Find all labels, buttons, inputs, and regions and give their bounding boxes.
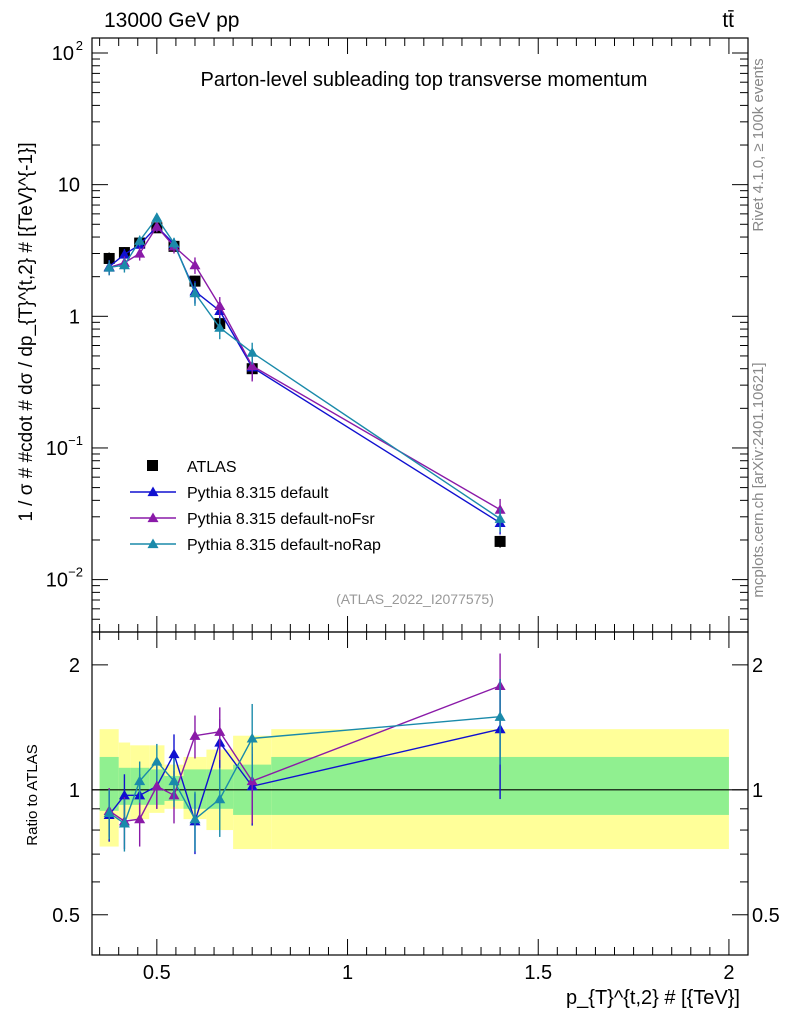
ratio-point: [103, 807, 115, 817]
y-tick-label: 10: [46, 570, 68, 592]
ratio-point: [168, 775, 180, 786]
ratio-y-tick-label-right: 0.5: [752, 905, 780, 927]
legend-marker: [147, 538, 159, 549]
legend-label: Pythia 8.315 default: [187, 485, 329, 502]
y-tick-exponent: −1: [68, 433, 83, 448]
legend-label: Pythia 8.315 default-noRap: [187, 537, 381, 554]
ratio-point: [189, 813, 201, 824]
data-point: [103, 252, 115, 264]
ratio-y-tick-label-right: 2: [752, 655, 763, 677]
data-point: [134, 247, 146, 258]
data-point: [494, 535, 506, 547]
y-tick-label: 10: [58, 175, 80, 197]
x-axis-label: p_{T}^{t,2} # [{TeV}]: [566, 987, 740, 1009]
analysis-id: (ATLAS_2022_I2077575): [336, 591, 494, 607]
ratio-y-tick-label: 0.5: [52, 905, 80, 927]
ratio-point: [151, 756, 163, 766]
data-point: [151, 212, 163, 222]
series-3: [103, 212, 506, 532]
series-line-2: [108, 225, 501, 511]
data-point: [134, 235, 146, 245]
inner-band: [183, 769, 207, 809]
y-tick-exponent: 2: [76, 38, 83, 53]
ratio-point: [118, 789, 130, 800]
x-tick-label: 1: [342, 962, 353, 984]
ratio-y-tick-label: 2: [69, 655, 80, 677]
x-tick-label: 2: [723, 962, 734, 984]
ratio-series-2: [103, 678, 506, 852]
ratio-point: [246, 732, 258, 743]
data-point: [103, 261, 115, 272]
ratio-point: [118, 817, 130, 828]
data-point: [494, 513, 506, 523]
chart-title: Parton-level subleading top transverse m…: [201, 69, 648, 91]
data-point: [246, 360, 258, 371]
main-y-axis-label: 1 / σ # #cdot # dσ / dp_{T}^{t,2} # [{Te…: [16, 142, 37, 521]
x-tick-label: 1.5: [524, 962, 552, 984]
series-line-3: [109, 216, 501, 520]
process-label: tt̄: [722, 9, 734, 32]
rivet-label: Rivet 4.1.0, ≥ 100k events: [750, 58, 767, 231]
ratio-point: [151, 780, 163, 791]
energy-label: 13000 GeV pp: [104, 9, 239, 32]
ratio-point: [168, 748, 180, 759]
data-point: [168, 237, 180, 248]
ratio-point: [214, 793, 226, 804]
data-point: [189, 287, 201, 298]
series-2: [103, 221, 506, 523]
mcplots-label: mcplots.cern.ch [arXiv:2401.10621]: [750, 362, 767, 597]
ratio-y-axis-label: Ratio to ATLAS: [24, 744, 41, 845]
ratio-y-tick-label-right: 1: [752, 780, 763, 802]
legend-label: ATLAS: [187, 459, 237, 476]
ratio-point: [494, 711, 506, 721]
x-tick-label: 0.5: [143, 962, 171, 984]
ratio-point: [134, 813, 146, 824]
data-point: [118, 248, 130, 259]
y-tick-label: 1: [69, 306, 80, 328]
ratio-point: [134, 775, 146, 786]
data-point: [246, 347, 258, 357]
ratio-frame: [91, 631, 749, 956]
y-tick-label: 10: [46, 438, 68, 460]
data-point: [151, 221, 163, 231]
legend: ATLAS Pythia 8.315 default Pythia 8.315 de…: [130, 459, 381, 554]
ratio-panel: Ratio to ATLAS p_{T}^{t,2} # [{TeV}] 0.5…: [24, 631, 780, 1009]
legend-marker: [147, 512, 159, 523]
data-point: [214, 300, 226, 311]
inner-band: [99, 756, 119, 811]
y-tick-label: 10: [52, 43, 74, 65]
data-point: [118, 259, 130, 270]
ratio-point: [214, 726, 226, 736]
y-tick-exponent: −2: [68, 565, 83, 580]
legend-label: Pythia 8.315 default-noFsr: [187, 511, 375, 528]
ratio-y-tick-label: 1: [69, 780, 80, 802]
series-line-1: [108, 225, 501, 524]
main-panel: Parton-level subleading top transverse m…: [16, 37, 749, 633]
data-point: [189, 259, 201, 270]
ratio-point: [189, 730, 201, 740]
legend-marker: [147, 486, 159, 497]
data-point: [214, 322, 226, 332]
legend-marker: [147, 460, 158, 471]
